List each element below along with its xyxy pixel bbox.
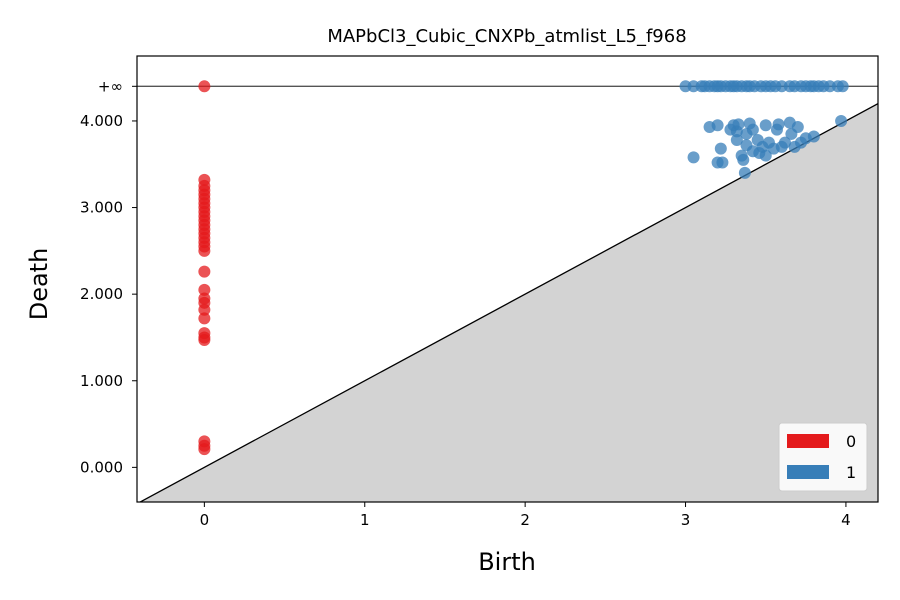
x-axis-title: Birth (478, 548, 536, 576)
point-series-0-17 (198, 244, 211, 257)
y-tick-label-4: 4.000 (80, 112, 123, 130)
point-series-1-42 (732, 118, 745, 131)
y-tick-label-infinity: +∞ (98, 77, 123, 95)
point-series-1-65 (791, 121, 804, 134)
point-series-1-54 (759, 119, 772, 132)
point-series-1-31 (836, 80, 849, 93)
y-axis: 0.000 1.000 2.000 3.000 4.000 +∞ (80, 77, 137, 476)
point-series-1-68 (807, 130, 820, 143)
point-series-1-44 (737, 153, 750, 166)
point-series-1-45 (738, 166, 751, 179)
point-series-1-59 (772, 118, 785, 131)
legend-swatch-series-0 (787, 434, 829, 448)
x-tick-label-2: 2 (520, 511, 530, 529)
y-tick-label-1: 1.000 (80, 372, 123, 390)
chart-title: MAPbCl3_Cubic_CNXPb_atmlist_L5_f968 (327, 26, 686, 47)
x-tick-label-3: 3 (681, 511, 691, 529)
point-series-0-22 (198, 303, 211, 316)
y-tick-label-2: 2.000 (80, 285, 123, 303)
legend: 0 1 (778, 422, 868, 492)
y-tick-label-3: 3.000 (80, 199, 123, 217)
points-layer (198, 80, 849, 456)
point-series-1-55 (759, 149, 772, 162)
point-series-0-0 (198, 80, 211, 93)
x-tick-label-4: 4 (841, 511, 851, 529)
legend-swatch-series-1 (787, 465, 829, 479)
point-series-1-32 (687, 151, 700, 164)
y-axis-title: Death (25, 248, 53, 321)
legend-label-series-1: 1 (846, 463, 856, 482)
x-axis: 0 1 2 3 4 (200, 502, 851, 529)
point-series-1-37 (716, 156, 729, 169)
plot-frame (136, 55, 879, 503)
y-tick-label-0: 0.000 (80, 458, 123, 476)
point-series-0-29 (198, 443, 211, 456)
point-series-0-23 (198, 312, 211, 325)
point-series-1-36 (714, 142, 727, 155)
x-tick-label-1: 1 (360, 511, 370, 529)
x-tick-label-0: 0 (200, 511, 210, 529)
point-series-1-49 (746, 123, 759, 136)
legend-label-series-0: 0 (846, 432, 856, 451)
point-series-0-18 (198, 265, 211, 278)
point-series-0-26 (198, 334, 211, 347)
point-series-1-69 (835, 114, 848, 127)
point-series-0-19 (198, 283, 211, 296)
point-series-1-41 (730, 134, 743, 147)
point-series-1-34 (711, 119, 724, 132)
point-series-1-61 (778, 136, 791, 149)
